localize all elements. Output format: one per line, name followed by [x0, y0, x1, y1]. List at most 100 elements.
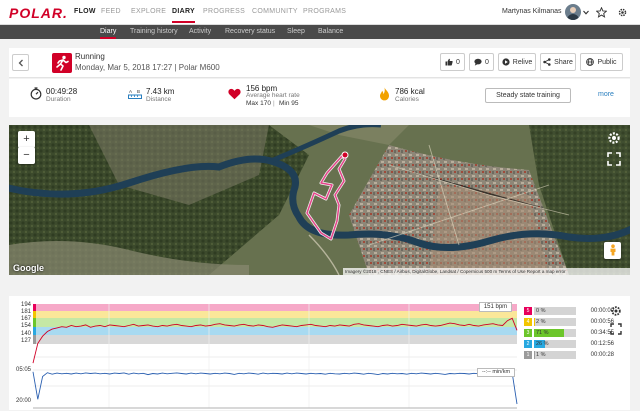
nav-flow[interactable]: FLOW [74, 8, 96, 15]
like-button[interactable]: 0 [440, 53, 465, 71]
tab-sleep[interactable]: Sleep [287, 28, 305, 35]
zone-number: 3 [524, 329, 532, 337]
map-attribution: Imagery ©2018 , CNES / Airbus, DigitalGl… [343, 268, 630, 275]
hr-zone-4-band [33, 311, 517, 318]
thumbs-up-icon [445, 58, 453, 66]
route-map[interactable]: + − Google Imagery ©2018 , CNES / Airbus… [9, 125, 630, 275]
nav-diary[interactable]: DIARY [172, 8, 196, 23]
speed-tick-label: 05:05 [15, 367, 31, 373]
speed-tick-label: 20:00 [15, 398, 31, 404]
map-settings-button[interactable] [605, 129, 622, 146]
chart-settings-button[interactable] [607, 305, 624, 322]
zone-percent: 71 % [536, 330, 549, 336]
zoom-in-button[interactable]: + [18, 131, 35, 148]
hr-tooltip: 151 bpm [479, 302, 512, 312]
duration-label: Duration [46, 96, 71, 103]
chart-fullscreen-button[interactable] [607, 323, 624, 340]
nav-explore[interactable]: EXPLORE [131, 8, 167, 15]
gear-icon [607, 132, 620, 144]
hr-zone-5-band [33, 304, 517, 311]
tab-training-history[interactable]: Training history [130, 28, 178, 35]
share-label: Share [554, 58, 573, 66]
relive-button[interactable]: Relive [498, 53, 536, 71]
comment-count: 0 [485, 58, 489, 66]
zone-bar: 2 % [534, 318, 576, 326]
zone-bar: 0 % [534, 307, 576, 315]
share-button[interactable]: Share [540, 53, 576, 71]
relive-icon [502, 58, 510, 66]
avatar[interactable] [565, 4, 581, 20]
hr-speed-chart [32, 304, 518, 409]
satellite-map [9, 125, 630, 275]
hr-zone-1-band [33, 335, 517, 344]
speed-series [32, 371, 518, 405]
heart-rate-max: Max 170 [246, 100, 271, 107]
gear-icon[interactable] [617, 7, 628, 18]
back-button[interactable] [12, 54, 29, 71]
zone-number: 1 [524, 351, 532, 359]
pegman-button[interactable] [604, 242, 621, 259]
fullscreen-button[interactable] [605, 150, 622, 167]
tab-recovery-status[interactable]: Recovery status [225, 28, 276, 35]
pegman-icon [610, 244, 615, 256]
flame-icon [380, 87, 390, 101]
visibility-button[interactable]: Public [580, 53, 623, 71]
session-date-device: Monday, Mar 5, 2018 17:27 | Polar M600 [75, 63, 220, 72]
distance-label: Distance [146, 96, 172, 103]
user-name[interactable]: Martynas Kilmanas [502, 8, 562, 15]
heart-rate-value: 156 bpm [246, 84, 278, 93]
svg-text:A: A [129, 89, 132, 94]
google-logo: Google [13, 263, 44, 273]
stopwatch-icon [30, 87, 42, 100]
zone-percent: 26 % [536, 341, 549, 347]
hr-tick-label: 181 [20, 309, 31, 315]
zone-percent: 2 % [536, 319, 546, 325]
gear-icon [610, 306, 621, 316]
duration-value: 00:49:28 [46, 87, 78, 96]
zone-bar-fill [534, 340, 545, 348]
nav-feed[interactable]: FEED [101, 8, 121, 15]
session-header: Running Monday, Mar 5, 2018 17:27 | Pola… [9, 48, 630, 78]
zone-bar: 71 % [534, 329, 576, 337]
zone-bar: 26 % [534, 340, 576, 348]
diary-subnav: Diary Training history Activity Recovery… [0, 25, 640, 39]
nav-programs[interactable]: PROGRAMS [303, 8, 347, 15]
comment-button[interactable]: 0 [469, 53, 494, 71]
top-navigation: POLAR. FLOW FEED EXPLORE DIARY PROGRESS … [0, 0, 640, 25]
sport-name: Running [75, 52, 105, 61]
heart-rate-label: Average heart rate [246, 92, 300, 99]
share-icon [543, 58, 551, 66]
chevron-down-icon[interactable] [583, 10, 589, 15]
calories-label: Calories [395, 96, 419, 103]
nav-community[interactable]: COMMUNITY [252, 8, 298, 15]
training-benefit-button[interactable]: Steady state training [485, 88, 571, 103]
more-link[interactable]: more [598, 91, 614, 98]
tab-diary[interactable]: Diary [100, 28, 117, 39]
zoom-out-button[interactable]: − [18, 147, 35, 164]
nav-progress[interactable]: PROGRESS [203, 8, 246, 15]
chevron-left-icon [18, 59, 23, 67]
tab-balance[interactable]: Balance [318, 28, 344, 35]
polar-logo[interactable]: POLAR. [9, 5, 68, 21]
hr-tick-label: 167 [20, 316, 31, 322]
hr-series [32, 317, 518, 364]
hr-line [32, 317, 518, 364]
hr-tick-label: 194 [20, 302, 31, 308]
zone-percent: 1 % [536, 352, 546, 358]
star-icon[interactable] [596, 7, 607, 18]
hr-zone-2-band [33, 327, 517, 335]
distance-value: 7.43 km [146, 87, 175, 96]
relive-label: Relive [512, 58, 533, 66]
speed-line [32, 371, 518, 405]
zone-time: 00:00:56 [590, 319, 614, 325]
tab-activity[interactable]: Activity [189, 28, 212, 35]
zone-time: 00:00:28 [590, 352, 614, 358]
running-sport-icon [52, 53, 72, 73]
fullscreen-icon [606, 152, 621, 166]
zone-percent: 0 % [536, 308, 546, 314]
zone-number: 2 [524, 340, 532, 348]
like-count: 0 [456, 58, 460, 66]
visibility-label: Public [597, 58, 617, 66]
